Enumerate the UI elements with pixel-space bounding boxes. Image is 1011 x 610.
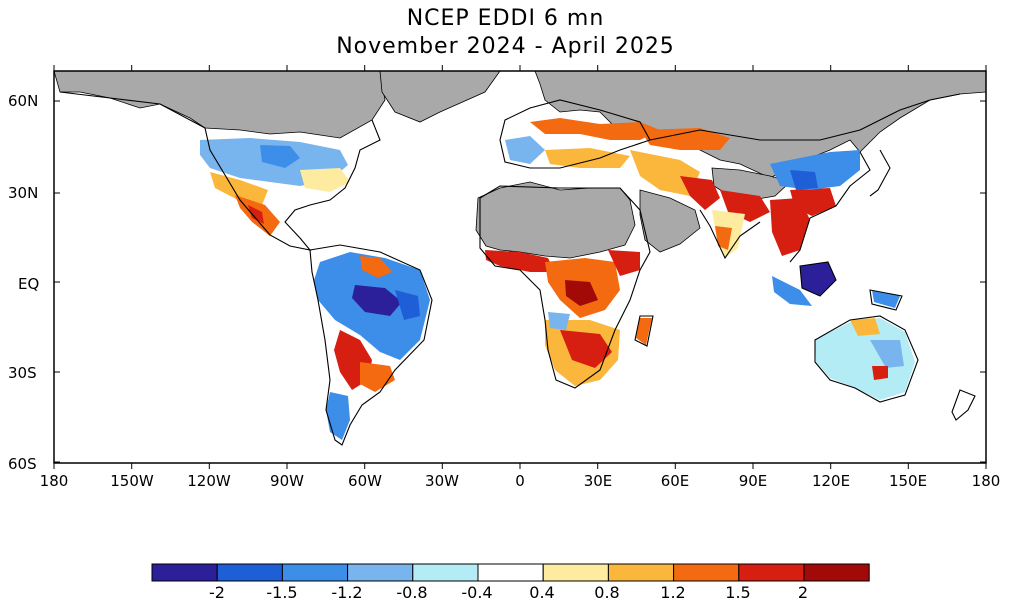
middle-east-dry: [630, 150, 700, 196]
new-guinea-outline: [869, 289, 903, 311]
lon-label-30w: 30W: [425, 472, 459, 490]
colorbar-swatch: [738, 563, 805, 582]
australia-wet: [870, 340, 904, 368]
lon-label-120w: 120W: [187, 472, 231, 490]
australia-mix: [815, 318, 915, 400]
colorbar-swatch: [803, 563, 870, 582]
new-zealand-outline: [951, 389, 976, 421]
colorbar-swatch: [281, 563, 349, 582]
southeast-asia-dry: [770, 198, 810, 256]
western-europe-wet: [505, 136, 545, 164]
west-africa-dry: [485, 250, 555, 272]
north-europe-dry: [530, 118, 660, 140]
colorbar: [151, 563, 870, 582]
colorbar-label: -2: [209, 583, 225, 602]
argentina-dry: [360, 362, 395, 392]
map-area: [54, 71, 986, 446]
china-wet: [770, 150, 860, 190]
lat-label-60n: 60N: [8, 92, 38, 110]
lon-label-150w: 150W: [110, 472, 154, 490]
colorbar-label: -0.4: [461, 583, 492, 602]
colorbar-swatch: [607, 563, 675, 582]
colorbar-label: 0.4: [529, 583, 554, 602]
colorbar-labels: -2 -1.5 -1.2 -0.8 -0.4 0.4 0.8 1.2 1.5 2: [209, 583, 808, 602]
anomaly-patches: [200, 118, 915, 440]
borneo-outline: [799, 261, 837, 297]
us-southwest-dry: [210, 172, 268, 205]
south-china-dry: [790, 188, 836, 216]
colorbar-label: 1.2: [660, 583, 685, 602]
lon-label-120e: 120E: [812, 472, 850, 490]
lat-label-30n: 30N: [8, 184, 38, 202]
coastlines: [59, 91, 976, 446]
madagascar-outline: [634, 315, 654, 347]
map-title: NCEP EDDI 6 mn: [406, 6, 605, 31]
lat-label-30s: 30S: [8, 364, 37, 382]
colorbar-swatch: [542, 563, 609, 582]
greenland-no-data: [379, 71, 501, 123]
australia-south-dry: [872, 366, 888, 380]
lat-label-60s: 60S: [8, 455, 37, 473]
south-america-outline: [309, 244, 433, 446]
lon-label-90w: 90W: [270, 472, 304, 490]
colorbar-swatch: [151, 563, 218, 582]
indonesia-wet: [772, 276, 812, 306]
us-midwest-wet: [260, 145, 300, 168]
lon-label-60w: 60W: [348, 472, 382, 490]
east-africa-dry: [608, 250, 640, 276]
colorbar-label: 0.8: [594, 583, 619, 602]
lon-label-90e: 90E: [739, 472, 768, 490]
colorbar-label: 1.5: [725, 583, 750, 602]
southern-africa-dry: [560, 330, 612, 368]
south-india-dry: [715, 226, 732, 250]
colorbar-swatch: [347, 563, 414, 582]
africa-outline: [479, 185, 651, 389]
australia-outline: [814, 315, 919, 403]
colorbar-label: -1.5: [266, 583, 297, 602]
colorbar-swatch: [412, 563, 479, 582]
madagascar-dry: [636, 318, 652, 345]
lon-label-180e: 180: [972, 472, 1001, 490]
lat-label-eq: EQ: [18, 275, 39, 293]
lon-label-60e: 60E: [661, 472, 690, 490]
lat-ticks: [54, 100, 986, 463]
japan-outline: [869, 149, 891, 197]
sahara-no-data: [475, 181, 636, 259]
north-brazil-dry: [360, 256, 392, 278]
lon-label-0: 0: [515, 472, 525, 490]
no-data-regions: [54, 71, 986, 259]
australia-north-dry: [850, 318, 880, 336]
map-subtitle: November 2024 - April 2025: [336, 34, 675, 59]
colorbar-label: -1.2: [331, 583, 362, 602]
drc-core-dry: [565, 280, 598, 306]
iran-pakistan-dry: [680, 176, 720, 210]
north-america-outline: [59, 91, 381, 251]
southern-africa-wet: [548, 312, 570, 330]
amazon-east-wet: [395, 290, 420, 320]
us-southeast-dry: [300, 168, 350, 192]
colorbar-swatch: [673, 563, 740, 582]
north-america-no-data: [54, 71, 386, 139]
lon-label-150e: 150E: [889, 472, 927, 490]
lon-ticks: [53, 65, 987, 469]
lon-label-180w: 180: [40, 472, 69, 490]
central-asia-dry: [640, 128, 730, 150]
colorbar-swatch: [216, 563, 283, 582]
lon-label-30e: 30E: [584, 472, 613, 490]
asia-outline: [649, 93, 961, 263]
colorbar-swatch: [477, 563, 544, 582]
colorbar-label: 2: [798, 583, 808, 602]
arabia-no-data: [639, 189, 701, 253]
colorbar-label: -0.8: [396, 583, 427, 602]
china-core-wet: [790, 170, 818, 190]
amazon-core-wet: [352, 285, 402, 316]
mexico-core-dry: [248, 205, 264, 224]
mediterranean-dry: [545, 148, 630, 168]
patagonia-wet: [326, 392, 350, 440]
borneo-wet: [800, 262, 836, 296]
